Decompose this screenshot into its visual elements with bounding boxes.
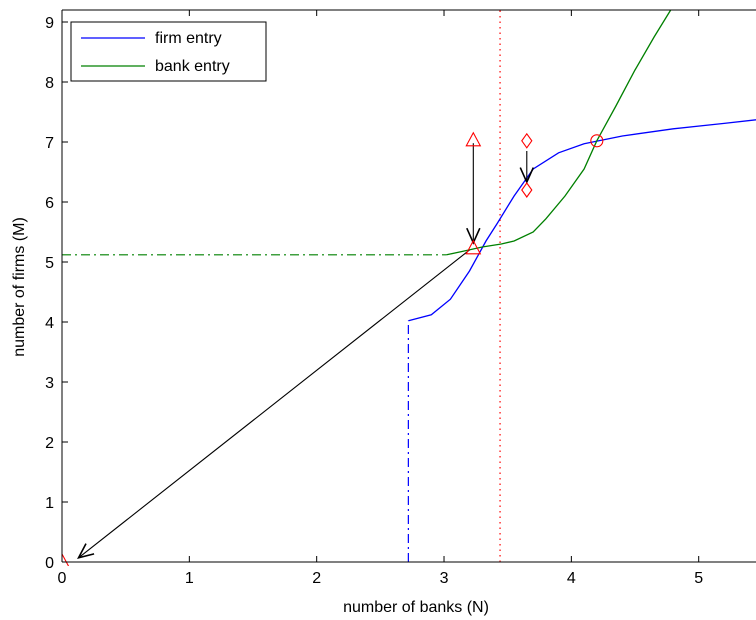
y-tick-label-0: 0 xyxy=(45,555,54,572)
x-axis-label: number of banks (N) xyxy=(343,599,489,616)
arrow-head-2 xyxy=(77,543,95,560)
x-tick-label-5: 5 xyxy=(694,570,703,587)
arrow-shaft-2 xyxy=(78,249,470,559)
y-tick-label-2: 2 xyxy=(45,435,54,452)
marker-diamond-3 xyxy=(521,132,533,149)
axes: 0 1 2 3 4 5 0 1 2 3 4 5 6 7 8 9 xyxy=(45,9,756,587)
series-line-bank-entry xyxy=(446,9,672,256)
x-tick-label-1: 1 xyxy=(185,570,194,587)
legend: firm entry bank entry xyxy=(70,21,267,82)
y-axis-label: number of firms (M) xyxy=(11,217,28,357)
legend-label-bank-entry: bank entry xyxy=(155,58,230,75)
y-tick-label-3: 3 xyxy=(45,375,54,392)
x-tick-label-2: 2 xyxy=(312,570,321,587)
y-tick-label-9: 9 xyxy=(45,15,54,32)
plot-area xyxy=(62,9,756,566)
marker-triangle-2 xyxy=(465,239,482,255)
series-line-firm-entry xyxy=(408,119,756,322)
y-tick-label-7: 7 xyxy=(45,135,54,152)
arrow-head-0 xyxy=(466,227,481,245)
marker-diamond-4 xyxy=(521,182,533,198)
x-tick-label-3: 3 xyxy=(440,570,449,587)
y-tick-label-4: 4 xyxy=(45,315,54,332)
marker-triangle-0 xyxy=(62,552,70,566)
y-tick-label-8: 8 xyxy=(45,75,54,92)
y-tick-label-6: 6 xyxy=(45,195,54,212)
y-tick-label-1: 1 xyxy=(45,495,54,512)
marker-circle-5 xyxy=(590,134,604,148)
y-tick-label-5: 5 xyxy=(45,255,54,272)
x-tick-label-0: 0 xyxy=(58,570,67,587)
legend-box xyxy=(70,21,267,82)
x-tick-label-4: 4 xyxy=(567,570,576,587)
marker-triangle-1 xyxy=(465,131,482,147)
legend-label-firm-entry: firm entry xyxy=(155,30,222,47)
